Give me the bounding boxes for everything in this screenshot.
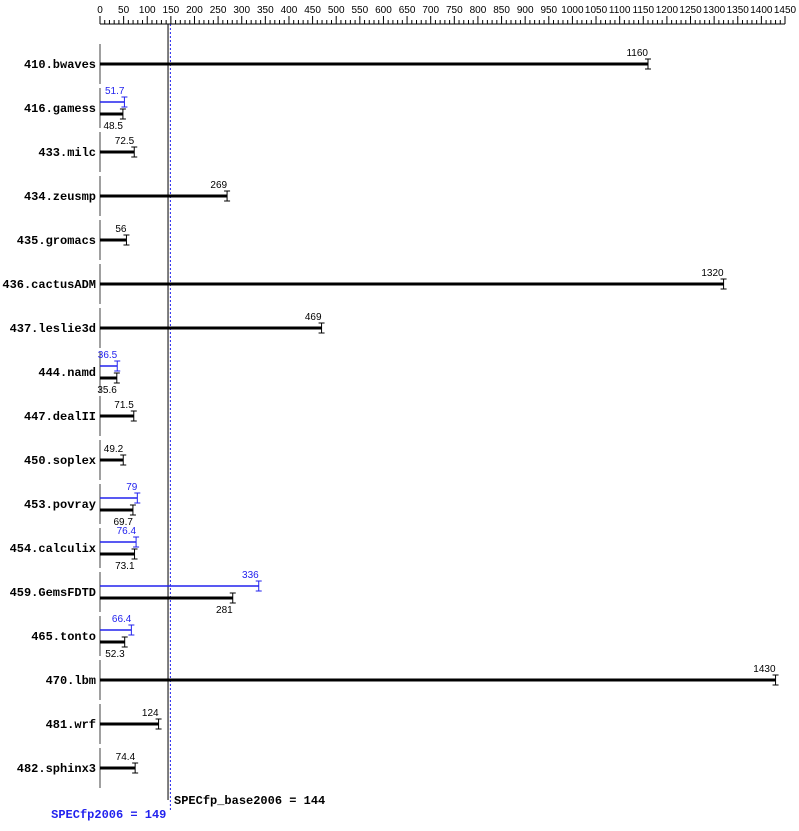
x-tick-label: 1350 [727,5,750,16]
x-tick-label: 400 [281,5,298,16]
bar-peak-value: 36.5 [98,350,118,361]
benchmark-label: 470.lbm [46,674,96,688]
benchmark-label: 437.leslie3d [10,322,96,336]
x-tick-label: 1200 [656,5,679,16]
x-tick-label: 600 [375,5,392,16]
x-tick-label: 900 [517,5,534,16]
x-tick-label: 1250 [679,5,702,16]
x-tick-label: 250 [210,5,227,16]
bar-base-value: 1430 [753,664,776,675]
bar-base-value: 73.1 [115,561,135,572]
benchmark-label: 434.zeusmp [24,190,96,204]
bar-base-value: 48.5 [103,121,123,132]
x-tick-label: 100 [139,5,156,16]
reference-label-base: SPECfp_base2006 = 144 [174,794,325,808]
x-tick-label: 1300 [703,5,726,16]
benchmark-label: 436.cactusADM [2,278,96,292]
bar-peak-value: 76.4 [117,526,137,537]
x-tick-label: 350 [257,5,274,16]
bar-base-value: 74.4 [116,752,136,763]
benchmark-label: 465.tonto [31,630,96,644]
benchmark-label: 454.calculix [10,542,96,556]
x-tick-label: 1150 [633,5,655,16]
x-tick-label: 450 [304,5,321,16]
benchmark-label: 447.dealII [24,410,96,424]
benchmark-label: 450.soplex [24,454,96,468]
x-tick-label: 300 [233,5,250,16]
x-tick-label: 1400 [750,5,773,16]
x-tick-label: 1100 [609,5,631,16]
x-tick-label: 550 [351,5,368,16]
bar-base-value: 1320 [701,268,724,279]
benchmark-label: 481.wrf [46,718,96,732]
bar-base-value: 52.3 [105,649,125,660]
bar-base-value: 72.5 [115,136,135,147]
benchmark-label: 410.bwaves [24,58,96,72]
bar-base-value: 71.5 [114,400,134,411]
bar-base-value: 281 [216,605,233,616]
x-tick-label: 0 [97,5,103,16]
x-tick-label: 800 [470,5,487,16]
x-tick-label: 950 [540,5,557,16]
x-tick-label: 750 [446,5,463,16]
x-tick-label: 150 [163,5,180,16]
bar-base-value: 49.2 [104,444,124,455]
benchmark-label: 433.milc [38,146,96,160]
x-tick-label: 1000 [561,5,584,16]
benchmark-label: 453.povray [24,498,96,512]
bar-base-value: 56 [115,224,127,235]
x-tick-label: 200 [186,5,203,16]
bar-base-value: 124 [142,708,159,719]
bar-base-value: 35.6 [97,385,117,396]
reference-label-peak: SPECfp2006 = 149 [51,808,166,822]
x-tick-label: 650 [399,5,416,16]
benchmark-label: 444.namd [38,366,96,380]
x-tick-label: 500 [328,5,345,16]
bar-peak-value: 336 [242,570,259,581]
bar-peak-value: 66.4 [112,614,132,625]
bar-base-value: 269 [210,180,227,191]
benchmark-label: 416.gamess [24,102,96,116]
spec-chart: SPECfp_base2006 = 144 SPECfp2006 = 149 0 50… [0,0,799,831]
bar-peak-value: 51.7 [105,86,125,97]
x-tick-label: 700 [422,5,439,16]
bar-base-value: 1160 [626,48,648,59]
x-tick-label: 1450 [774,5,797,16]
bar-peak-value: 79 [126,482,138,493]
bar-base-value: 469 [305,312,322,323]
benchmark-label: 482.sphinx3 [17,762,96,776]
x-tick-label: 50 [118,5,130,16]
benchmark-label: 435.gromacs [17,234,96,248]
benchmark-label: 459.GemsFDTD [10,586,96,600]
x-tick-label: 1050 [585,5,608,16]
x-tick-label: 850 [493,5,510,16]
